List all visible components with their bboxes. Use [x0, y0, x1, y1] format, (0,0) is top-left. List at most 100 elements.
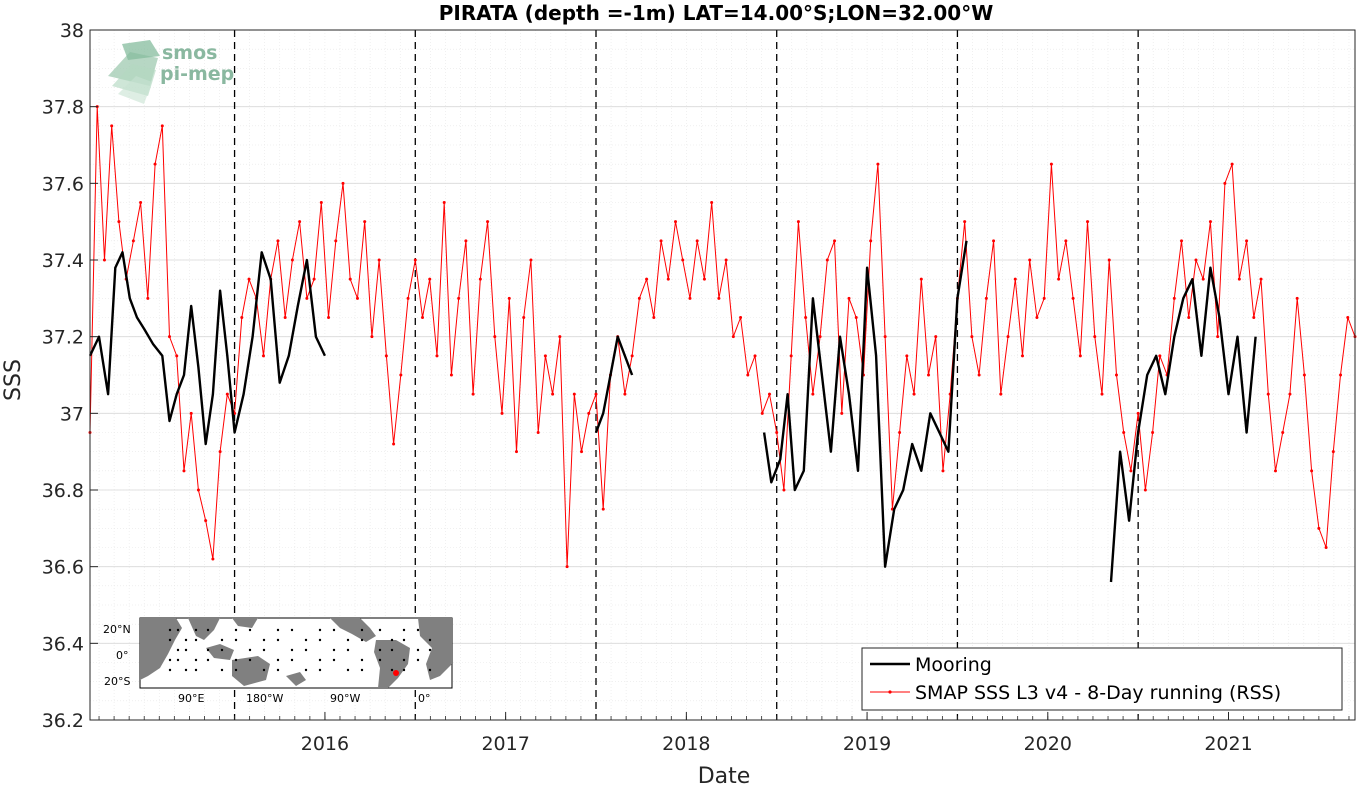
smap-point [1136, 411, 1140, 415]
smap-point [1223, 181, 1227, 185]
inset-mooring-dot [378, 648, 382, 652]
smap-point [1143, 488, 1147, 492]
smap-point [601, 507, 605, 511]
y-axis-label: SSS [1, 359, 26, 401]
smap-point [1006, 335, 1010, 339]
smap-point [580, 450, 584, 454]
inset-lon-label-0: 90°E [178, 692, 204, 705]
smap-point [442, 201, 446, 204]
smap-point [261, 354, 265, 358]
inset-mooring-dot [184, 638, 188, 642]
inset-mooring-dot [262, 648, 266, 652]
smap-point [674, 220, 678, 224]
inset-mooring-dot [360, 668, 364, 672]
smap-point [630, 354, 634, 358]
smap-point [1057, 277, 1061, 281]
logo-line1: smos [162, 42, 217, 64]
inset-mooring-dot [360, 628, 364, 632]
smap-point [1035, 316, 1039, 319]
inset-lat-label-0: 20°N [103, 623, 131, 636]
smap-point [500, 411, 504, 415]
smap-point [543, 354, 547, 358]
smap-point [334, 239, 338, 243]
smap-point [153, 162, 157, 166]
inset-mooring-dot [360, 638, 364, 642]
smap-point [478, 277, 482, 281]
smap-point [551, 392, 555, 396]
smap-point [493, 335, 497, 339]
inset-mooring-dot [390, 638, 394, 642]
smap-point [1339, 373, 1343, 377]
x-tick-label: 2021 [1204, 733, 1252, 755]
smap-point [399, 373, 403, 377]
smap-point [869, 239, 873, 243]
smap-point [565, 565, 569, 569]
inset-mooring-dot [184, 668, 188, 672]
smap-point [370, 335, 374, 339]
x-tick-label: 2018 [662, 733, 710, 755]
x-tick-label: 2019 [843, 733, 891, 755]
inset-mooring-dot [234, 628, 238, 632]
smap-point [1042, 296, 1046, 300]
smap-point [977, 373, 981, 377]
smap-point [283, 316, 287, 319]
smap-point [1346, 316, 1350, 319]
smap-point [1273, 469, 1277, 473]
smap-point [522, 316, 526, 319]
smap-point [312, 277, 316, 281]
inset-mooring-dot [168, 668, 172, 672]
smap-point [1129, 469, 1133, 473]
series-smap [88, 105, 1357, 569]
x-axis-label: Date [698, 764, 751, 786]
inset-mooring-dot [262, 638, 266, 642]
inset-mooring-dot [378, 658, 382, 662]
smap-point [507, 296, 511, 300]
smap-point [1078, 354, 1082, 358]
inset-mooring-dot [206, 648, 210, 652]
inset-mooring-dot [194, 658, 198, 662]
smap-point [1187, 316, 1191, 319]
smap-point [623, 392, 627, 396]
smap-point [767, 392, 771, 396]
smap-point [739, 316, 743, 319]
smap-point [1064, 239, 1068, 243]
inset-mooring-dot [276, 638, 280, 642]
smap-point [789, 354, 793, 358]
smap-point [464, 239, 468, 243]
smap-point [1310, 469, 1314, 473]
y-tick-label: 37.8 [42, 97, 84, 119]
inset-mooring-dot [416, 658, 420, 662]
smap-point [1194, 258, 1198, 262]
mooring-line [594, 335, 634, 433]
smap-point [175, 354, 179, 358]
legend-label-mooring: Mooring [915, 654, 992, 676]
inset-mooring-dot [194, 628, 198, 632]
inset-lon-label-3: 0° [418, 692, 431, 705]
y-tick-label: 36.4 [42, 633, 84, 655]
inset-mooring-dot [220, 648, 224, 652]
smap-point [327, 316, 331, 319]
inset-mooring-dot [234, 658, 238, 662]
inset-mooring-dot [176, 628, 180, 632]
inset-mooring-dot [248, 648, 252, 652]
smap-point [211, 557, 215, 561]
smap-point [1122, 431, 1126, 434]
y-tick-label: 36.2 [42, 710, 84, 732]
smap-point [1086, 220, 1090, 224]
smap-point [1331, 450, 1335, 454]
smap-point [1093, 335, 1097, 339]
smap-point [290, 258, 294, 262]
legend-marker-smap [888, 690, 892, 694]
inset-mooring-dot [304, 648, 308, 652]
smap-point [1028, 258, 1032, 262]
inset-mooring-dot [168, 658, 172, 662]
smap-point [413, 258, 417, 262]
legend-box [861, 647, 1343, 711]
smap-point [840, 411, 844, 415]
smap-point [1208, 220, 1212, 224]
smap-point [760, 411, 764, 415]
smap-point [1201, 277, 1205, 281]
smap-point [1100, 392, 1104, 396]
inset-map-moorings [168, 628, 432, 672]
